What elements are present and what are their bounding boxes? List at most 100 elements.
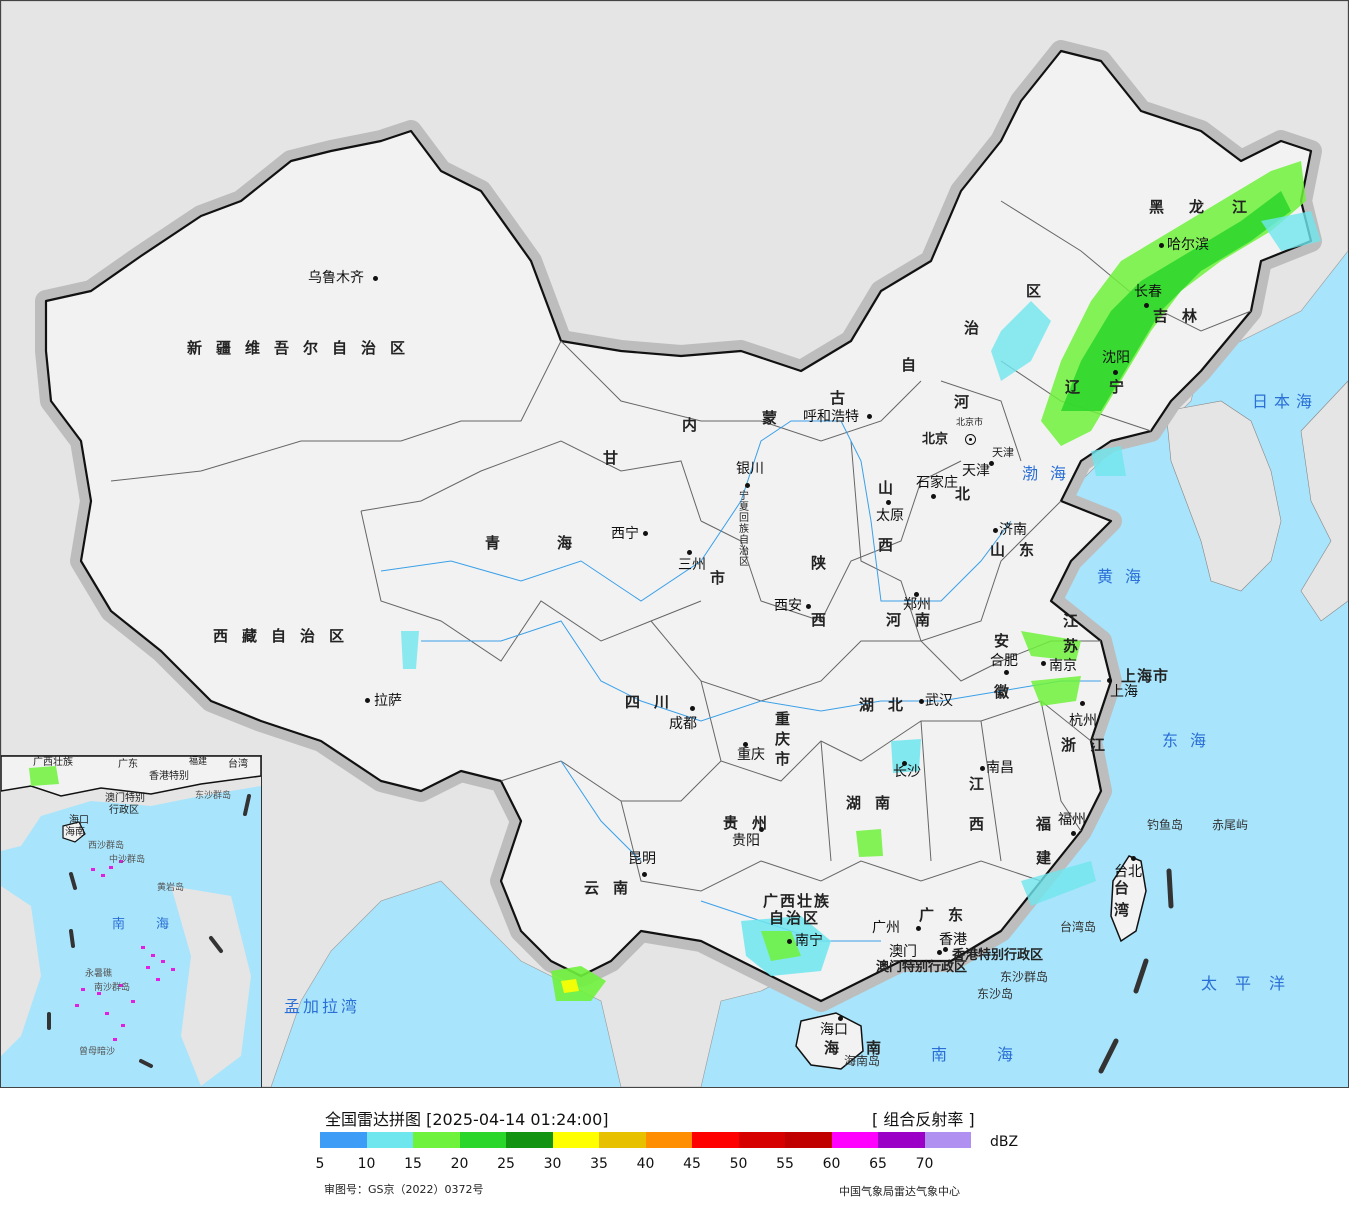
city-hongkong: 香港 xyxy=(939,932,967,948)
label-taiwan-2: 湾 xyxy=(1114,901,1144,919)
city-dot-nanchang xyxy=(980,766,985,771)
city-chongqing: 重庆 xyxy=(737,747,765,763)
city-chengdu: 成都 xyxy=(669,716,697,732)
city-dot-chongqing xyxy=(743,742,748,747)
city-dot-guangzhou xyxy=(916,926,921,931)
city-dot-lhasa xyxy=(365,698,370,703)
label-heilongjiang-1: 黑 xyxy=(1149,198,1179,216)
label-jilin: 吉林 xyxy=(1153,307,1212,325)
city-changchun: 长春 xyxy=(1134,284,1162,300)
city-guangzhou: 广州 xyxy=(872,920,900,936)
city-fuzhou: 福州 xyxy=(1058,812,1086,828)
city-changsha: 长沙 xyxy=(893,764,921,780)
label-tibet: 西藏自治区 xyxy=(213,627,359,645)
label-shaanxi-1: 陕 xyxy=(811,554,841,572)
label-anhui-1: 安 xyxy=(994,632,1024,650)
inset-label-zengmu: 曾母暗沙 xyxy=(79,1047,116,1057)
city-beijing-small: 北京市 xyxy=(956,418,984,428)
label-ningxia: 宁夏回族自治区 xyxy=(739,491,749,568)
label-gansu: 甘 xyxy=(603,449,633,467)
label-taiwan-1: 台 xyxy=(1114,879,1144,897)
city-dot-haikou xyxy=(838,1016,843,1021)
city-dot-nanning xyxy=(787,939,792,944)
city-guiyang: 贵阳 xyxy=(732,833,760,849)
color-swatch xyxy=(459,1132,506,1148)
color-swatch xyxy=(599,1132,646,1148)
label-guangxi-2: 自治区 xyxy=(769,909,821,927)
legend-tick-label: 35 xyxy=(590,1156,608,1172)
label-neimenggu-3: 古 xyxy=(830,389,860,407)
city-xian: 西安 xyxy=(774,598,802,614)
sea-south: 南海 xyxy=(931,1045,1064,1064)
label-hunan: 湖南 xyxy=(846,794,905,812)
inset-label-dongsha: 东沙群岛 xyxy=(195,791,232,801)
label-neimenggu-2: 蒙 xyxy=(762,409,792,427)
city-dot-jinan xyxy=(993,528,998,533)
province-boundaries xyxy=(110,200,1252,892)
legend-tick-label: 20 xyxy=(450,1156,469,1172)
legend-tick-label: 30 xyxy=(543,1156,562,1172)
label-hainan-2: 南 xyxy=(866,1039,896,1057)
label-fujian-1: 福 xyxy=(1036,815,1066,833)
label-liaoning-1: 辽 xyxy=(1065,378,1095,396)
label-yunnan: 云南 xyxy=(584,879,643,897)
label-heilongjiang-2: 龙 xyxy=(1189,198,1219,216)
label-hainan-1: 海 xyxy=(824,1039,854,1057)
label-neimenggu-1: 内 xyxy=(682,416,712,434)
city-dot-taipei xyxy=(1131,856,1136,861)
city-shanghai: 上海 xyxy=(1110,684,1138,700)
sea-bohai: 渤海 xyxy=(1022,464,1079,483)
legend-tick-label: 65 xyxy=(869,1156,887,1172)
label-qinghai-1: 青 xyxy=(485,534,515,552)
label-sichuan: 四川 xyxy=(625,693,684,711)
inset-label-haikou: 海口 xyxy=(69,815,89,826)
map-graphic xyxy=(1,1,1348,1087)
label-heilongjiang-3: 江 xyxy=(1232,198,1262,216)
label-fujian-2: 建 xyxy=(1036,849,1066,867)
korea xyxy=(1165,400,1282,592)
city-dot-tianjin xyxy=(989,461,994,466)
color-swatch xyxy=(738,1132,785,1148)
city-dot-shenyang xyxy=(1113,370,1118,375)
japan xyxy=(1300,380,1348,622)
inset-label-nansha: 南沙群岛 xyxy=(94,983,131,993)
label-guangxi-1: 广西壮族 xyxy=(763,892,832,910)
color-swatch xyxy=(366,1132,413,1148)
color-swatch xyxy=(413,1132,460,1148)
city-haikou: 海口 xyxy=(820,1022,848,1038)
city-yinchuan: 银川 xyxy=(736,461,764,477)
city-dot-shijiazhuang xyxy=(931,494,936,499)
city-jinan: 济南 xyxy=(999,522,1027,538)
sea-yellow: 黄海 xyxy=(1097,567,1154,586)
color-swatch xyxy=(785,1132,832,1148)
label-henan: 河南 xyxy=(886,611,945,629)
city-dot-kunming xyxy=(642,872,647,877)
city-tianjin: 天津 xyxy=(962,463,990,479)
label-dongsha-islands: 东沙群岛 xyxy=(1000,970,1049,984)
city-dot-zhengzhou xyxy=(914,592,919,597)
label-liaoning-2: 宁 xyxy=(1109,378,1139,396)
color-swatch xyxy=(924,1132,971,1148)
city-taipei: 台北 xyxy=(1114,864,1142,880)
legend-tick-label: 50 xyxy=(729,1156,748,1172)
city-dot-hangzhou xyxy=(1080,701,1085,706)
inset-label-zhongsha: 中沙群岛 xyxy=(109,855,146,865)
city-dot-wuhan xyxy=(919,699,924,704)
radar-echoes xyxy=(401,161,1321,1001)
label-jiangsu-2: 苏 xyxy=(1063,637,1093,655)
city-dot-lanzhou xyxy=(687,550,692,555)
label-anhui-2: 徽 xyxy=(994,683,1024,701)
south-china-sea-inset: 广西壮族 广东 福建 台湾 香港特别 澳门特别 行政区 东沙群岛 海口 海南 西… xyxy=(1,755,262,1087)
label-shandong: 山东 xyxy=(990,541,1049,559)
city-wuhan: 武汉 xyxy=(925,693,953,709)
capital-star-icon xyxy=(965,434,976,445)
label-hebei-1: 河 xyxy=(954,393,984,411)
label-neimenggu-5: 治 xyxy=(964,319,994,337)
city-dot-fuzhou xyxy=(1071,831,1076,836)
label-shaanxi-2: 西 xyxy=(811,611,841,629)
inset-label-huangyan: 黄岩岛 xyxy=(157,883,185,893)
label-zhejiang: 浙江 xyxy=(1061,736,1120,754)
inset-label-hainan: 海南 xyxy=(65,827,85,838)
label-jiangsu-1: 江 xyxy=(1063,612,1093,630)
color-scale xyxy=(320,1132,971,1148)
